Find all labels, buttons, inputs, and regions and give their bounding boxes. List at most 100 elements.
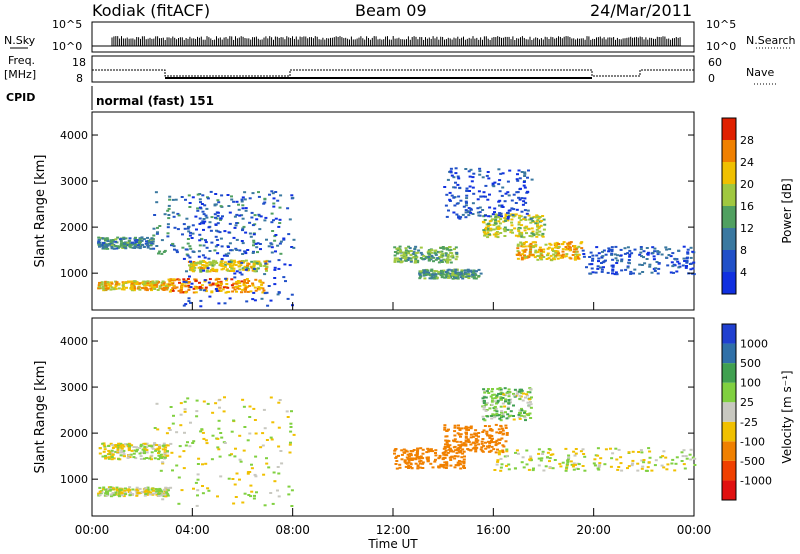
data-cell [654, 459, 658, 462]
data-cell [393, 254, 397, 257]
data-cell [602, 249, 606, 252]
data-cell [257, 213, 261, 216]
data-cell [109, 284, 113, 287]
data-cell [520, 210, 524, 213]
data-cell [472, 277, 476, 280]
data-cell [499, 457, 503, 460]
data-cell [427, 271, 431, 274]
data-cell [144, 493, 148, 495]
data-cell [407, 465, 411, 467]
data-cell [128, 237, 132, 240]
data-cell [208, 278, 212, 281]
data-cell [235, 472, 239, 475]
data-cell [250, 211, 254, 214]
data-cell [506, 191, 510, 194]
data-cell [214, 223, 218, 226]
data-cell [478, 206, 482, 209]
data-cell [537, 233, 541, 236]
data-cell [474, 437, 478, 440]
data-cell [192, 287, 196, 290]
data-cell [516, 254, 520, 256]
data-cell [469, 443, 473, 446]
data-cell [109, 495, 113, 498]
data-cell [642, 459, 646, 461]
data-cell [127, 454, 131, 457]
data-cell [277, 495, 281, 498]
data-cell [241, 242, 245, 245]
data-cell [115, 281, 119, 284]
data-cell [491, 393, 495, 396]
data-cell [202, 437, 206, 440]
data-cell [564, 248, 568, 251]
data-cell [185, 253, 189, 256]
data-cell [488, 224, 492, 226]
data-cell [668, 248, 672, 251]
data-cell [548, 457, 552, 460]
data-cell [445, 215, 449, 218]
data-cell [638, 253, 642, 256]
data-cell [524, 201, 528, 204]
data-cell [532, 215, 536, 218]
data-cell [593, 458, 597, 461]
data-cell [172, 284, 176, 287]
data-cell [500, 204, 504, 207]
data-cell [270, 212, 274, 215]
data-cell [152, 492, 156, 495]
data-cell [129, 453, 133, 456]
data-cell [474, 444, 478, 447]
data-cell [409, 454, 413, 457]
data-cell [631, 450, 635, 453]
data-cell [496, 226, 500, 229]
data-cell [263, 292, 267, 295]
data-cell [109, 442, 113, 445]
data-cell [104, 280, 108, 283]
data-cell [276, 244, 280, 247]
data-cell [692, 261, 696, 264]
data-cell [143, 282, 147, 285]
data-cell [481, 397, 485, 400]
data-cell [195, 228, 198, 231]
data-cell [508, 415, 511, 418]
data-cell [182, 257, 186, 260]
data-cell [156, 226, 159, 229]
data-cell [122, 453, 126, 456]
data-cell [518, 233, 522, 236]
data-cell [437, 272, 441, 275]
data-cell [462, 205, 466, 208]
data-cell [189, 286, 193, 289]
data-cell [160, 492, 164, 495]
data-cell [517, 416, 521, 419]
data-cell [517, 230, 521, 233]
data-cell [460, 460, 464, 463]
data-cell [138, 247, 142, 250]
data-cell [441, 271, 445, 273]
data-cell [156, 428, 160, 431]
data-cell [497, 452, 501, 455]
data-cell [482, 195, 486, 198]
data-cell [188, 202, 192, 204]
data-cell [254, 475, 258, 478]
data-cell [216, 284, 220, 287]
data-cell [440, 275, 444, 278]
data-cell [671, 265, 675, 268]
data-cell [616, 254, 619, 257]
data-cell [244, 288, 247, 291]
data-cell [225, 268, 229, 271]
data-cell [607, 250, 611, 253]
data-cell [588, 256, 592, 258]
data-cell [521, 203, 525, 206]
data-cell [519, 215, 523, 218]
data-cell [458, 273, 462, 276]
data-cell [241, 229, 244, 232]
data-cell [461, 274, 465, 277]
data-cell [548, 242, 552, 245]
data-cell [277, 472, 281, 475]
data-cell [444, 449, 448, 452]
y-tick-label: 4000 [60, 335, 88, 348]
data-cell [126, 244, 130, 247]
data-cell [492, 233, 496, 236]
data-cell [122, 495, 126, 498]
data-cell [494, 444, 498, 447]
data-cell [402, 251, 406, 254]
